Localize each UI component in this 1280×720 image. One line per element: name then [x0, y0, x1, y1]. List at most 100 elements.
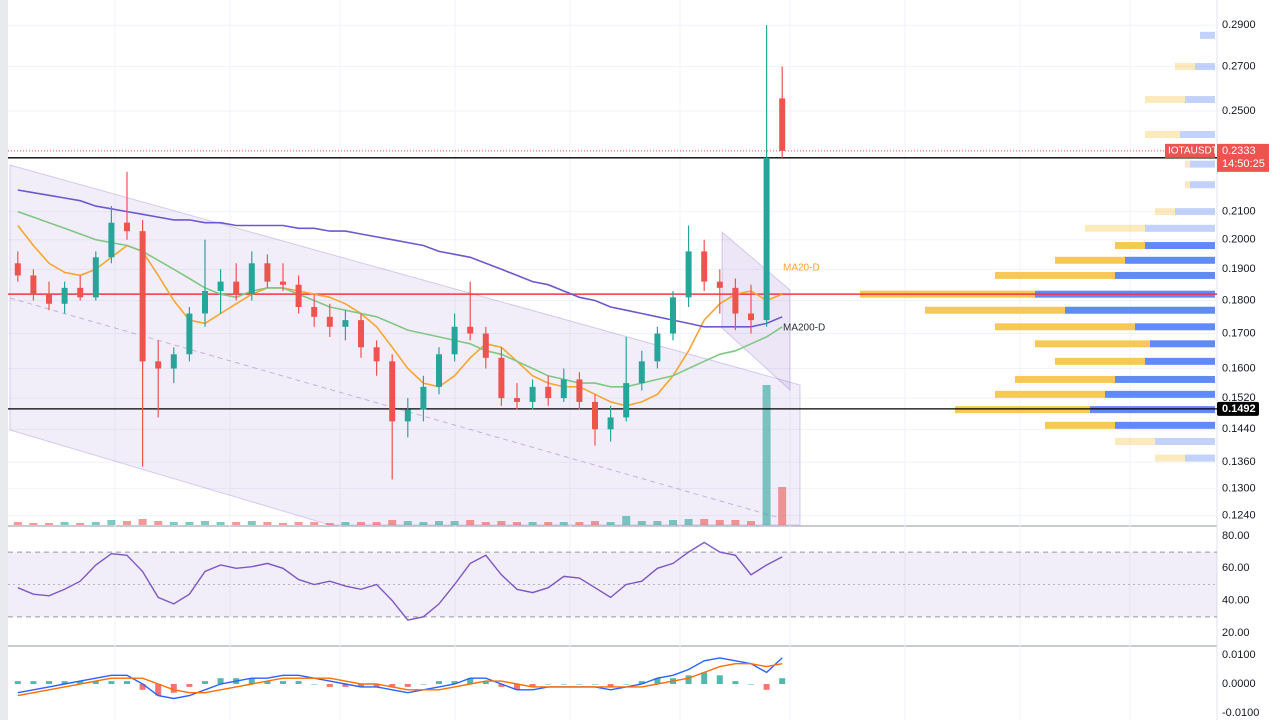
volume-bar: [325, 523, 334, 525]
moving-average: [17, 189, 783, 328]
volume-profile-up: [1055, 256, 1125, 264]
candle-body: [623, 383, 630, 418]
volume-bar: [419, 522, 428, 525]
candle-body: [311, 306, 318, 317]
volume-bar: [388, 520, 397, 525]
y-tick-label: 0.2000: [1222, 234, 1256, 246]
ma-label: MA200-D: [783, 323, 825, 334]
candle-body: [326, 316, 333, 327]
macd-histogram-bar: [763, 684, 770, 690]
volume-profile-down: [1090, 406, 1215, 414]
macd-histogram-bar: [61, 681, 68, 685]
level-label-box: [1217, 401, 1259, 416]
last-price-box: [1217, 143, 1269, 172]
volume-bar: [310, 522, 319, 525]
macd-line: [17, 657, 783, 700]
volume-profile-up: [995, 271, 1115, 279]
y-tick-label: 0.2500: [1222, 105, 1256, 117]
volume-bar: [169, 522, 178, 525]
y-tick-label: 0.1520: [1222, 392, 1256, 404]
macd-histogram-bar: [514, 684, 520, 690]
candle-body: [139, 231, 146, 362]
candle-body: [560, 379, 567, 399]
candle-body: [92, 257, 99, 298]
candle-body: [389, 361, 396, 422]
macd-histogram-bar: [592, 684, 598, 685]
volume-bar: [185, 522, 194, 525]
candle-body: [592, 401, 598, 430]
volume-profile-up: [1055, 357, 1145, 365]
rsi-line: [17, 541, 783, 621]
volume-bar: [216, 522, 225, 525]
volume-bar: [372, 522, 381, 525]
volume-profile-down: [1155, 437, 1215, 445]
ma-label: MA20-D: [783, 263, 820, 274]
macd-histogram-bar: [701, 672, 708, 685]
candle-body: [670, 297, 676, 334]
candle-body: [467, 326, 474, 334]
volume-profile-down: [1115, 375, 1215, 383]
volume-bar: [606, 522, 615, 525]
volume-bar: [731, 520, 740, 525]
candle-body: [264, 263, 271, 282]
volume-profile-down: [1135, 323, 1215, 331]
symbol-label: IOTAUSDT: [1168, 146, 1218, 157]
last-price-label: 0.2333: [1222, 145, 1256, 157]
macd-histogram-bar: [202, 681, 208, 685]
macd-histogram-bar: [732, 681, 739, 685]
volume-profile-up: [1155, 208, 1175, 216]
countdown-label: 14:50:25: [1222, 158, 1265, 170]
macd-histogram-bar: [560, 684, 567, 685]
macd-histogram-bar: [545, 684, 552, 685]
macd-histogram-bar: [685, 675, 692, 685]
volume-profile-up: [1145, 96, 1185, 104]
candle-body: [514, 398, 520, 402]
y-tick-label: 0.2100: [1222, 205, 1256, 217]
candle-body: [170, 354, 177, 369]
candle-body: [186, 313, 193, 355]
parallel-channel: [9, 164, 801, 526]
candle-body: [373, 347, 380, 362]
macd-histogram-bar: [14, 681, 21, 685]
volume-bar: [637, 521, 646, 525]
candle-body: [748, 313, 754, 321]
macd-histogram-bar: [295, 681, 302, 685]
volume-profile-up: [1115, 437, 1155, 445]
macd-histogram-bar: [607, 684, 614, 687]
volume-profile-down: [1175, 208, 1215, 216]
candle-body: [202, 291, 208, 314]
y-tick-label: 0.0100: [1222, 649, 1256, 661]
side-toolbar: [0, 0, 8, 720]
volume-profile-down: [1115, 421, 1215, 429]
level-label: 0.1492: [1222, 403, 1256, 415]
volume-profile-up: [925, 306, 1065, 314]
macd-histogram-bar: [46, 681, 52, 685]
macd-histogram-bar: [373, 684, 380, 687]
volume-bar: [497, 521, 506, 525]
volume-bar: [279, 523, 287, 525]
volume-bar: [528, 522, 537, 525]
candle-body: [233, 281, 240, 295]
volume-bar: [450, 521, 459, 525]
volume-bar: [513, 522, 521, 525]
macd-histogram-bar: [529, 684, 536, 687]
y-tick-label: 60.00: [1222, 562, 1250, 574]
candle-body: [217, 281, 224, 292]
volume-profile-up: [1115, 242, 1145, 250]
macd-histogram-bar: [716, 675, 723, 685]
volume-profile-down: [1150, 340, 1215, 348]
macd-histogram-bar: [248, 678, 255, 685]
candle-body: [280, 281, 286, 285]
y-tick-label: 0.1700: [1222, 327, 1256, 339]
candle-body: [420, 386, 427, 410]
volume-bar: [575, 522, 584, 525]
candle-body: [342, 320, 349, 327]
candle-body: [545, 386, 552, 399]
candle-body: [482, 333, 489, 358]
macd-histogram-bar: [451, 681, 458, 685]
macd-histogram-bar: [623, 684, 630, 685]
y-tick-label: 0.1600: [1222, 362, 1256, 374]
macd-histogram-bar: [139, 684, 146, 690]
macd-histogram-bar: [358, 684, 364, 687]
